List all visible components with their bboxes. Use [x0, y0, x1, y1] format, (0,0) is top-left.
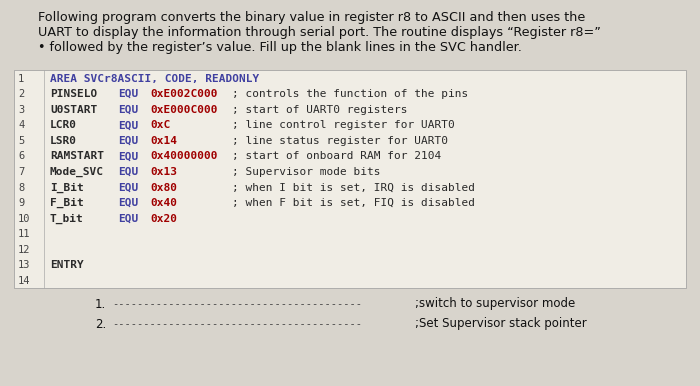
- FancyBboxPatch shape: [14, 70, 686, 288]
- Text: 0x40000000: 0x40000000: [150, 151, 218, 161]
- Text: ; when I bit is set, IRQ is disabled: ; when I bit is set, IRQ is disabled: [232, 183, 475, 193]
- Text: ; start of onboard RAM for 2104: ; start of onboard RAM for 2104: [232, 151, 441, 161]
- Text: 0xE002C000: 0xE002C000: [150, 89, 218, 99]
- Text: EQU: EQU: [118, 105, 139, 115]
- Text: I_Bit: I_Bit: [50, 183, 84, 193]
- Text: 0x13: 0x13: [150, 167, 177, 177]
- Text: 9: 9: [18, 198, 25, 208]
- Text: 10: 10: [18, 214, 31, 224]
- Text: PINSELO: PINSELO: [50, 89, 97, 99]
- Text: 0x14: 0x14: [150, 136, 177, 146]
- Text: 13: 13: [18, 261, 31, 271]
- Text: EQU: EQU: [118, 183, 139, 193]
- Text: ;Set Supervisor stack pointer: ;Set Supervisor stack pointer: [415, 318, 587, 330]
- Text: RAMSTART: RAMSTART: [50, 151, 104, 161]
- Text: EQU: EQU: [118, 214, 139, 224]
- Text: 2.: 2.: [95, 318, 106, 330]
- Text: LCR0: LCR0: [50, 120, 77, 130]
- Text: 11: 11: [18, 229, 31, 239]
- Text: ----------------------------------------: ----------------------------------------: [112, 319, 362, 329]
- Text: 1.: 1.: [95, 298, 106, 310]
- Text: LSR0: LSR0: [50, 136, 77, 146]
- Text: 14: 14: [18, 276, 31, 286]
- Text: 0x20: 0x20: [150, 214, 177, 224]
- Text: 5: 5: [18, 136, 25, 146]
- Text: 8: 8: [18, 183, 25, 193]
- Text: ; when F bit is set, FIQ is disabled: ; when F bit is set, FIQ is disabled: [232, 198, 475, 208]
- Text: 3: 3: [18, 105, 25, 115]
- Text: 0xC: 0xC: [150, 120, 170, 130]
- Text: ENTRY: ENTRY: [50, 261, 84, 271]
- Text: ; start of UART0 registers: ; start of UART0 registers: [232, 105, 407, 115]
- Text: 0x80: 0x80: [150, 183, 177, 193]
- Text: ; Supervisor mode bits: ; Supervisor mode bits: [232, 167, 381, 177]
- Text: T_bit: T_bit: [50, 213, 84, 224]
- Text: Mode_SVC: Mode_SVC: [50, 167, 104, 177]
- Text: 12: 12: [18, 245, 31, 255]
- Text: EQU: EQU: [118, 151, 139, 161]
- Text: ; controls the function of the pins: ; controls the function of the pins: [232, 89, 468, 99]
- Text: ; line control register for UART0: ; line control register for UART0: [232, 120, 455, 130]
- Text: EQU: EQU: [118, 167, 139, 177]
- Text: Following program converts the binary value in register r8 to ASCII and then use: Following program converts the binary va…: [38, 11, 585, 24]
- Text: AREA SVCr8ASCII, CODE, READONLY: AREA SVCr8ASCII, CODE, READONLY: [50, 74, 259, 83]
- Text: 2: 2: [18, 89, 25, 99]
- Text: EQU: EQU: [118, 136, 139, 146]
- Text: 0x40: 0x40: [150, 198, 177, 208]
- Text: U0START: U0START: [50, 105, 97, 115]
- Text: ; line status register for UART0: ; line status register for UART0: [232, 136, 448, 146]
- Text: • followed by the register’s value. Fill up the blank lines in the SVC handler.: • followed by the register’s value. Fill…: [38, 41, 522, 54]
- Text: F_Bit: F_Bit: [50, 198, 84, 208]
- Text: EQU: EQU: [118, 120, 139, 130]
- Text: ----------------------------------------: ----------------------------------------: [112, 299, 362, 309]
- Text: ;switch to supervisor mode: ;switch to supervisor mode: [415, 298, 575, 310]
- Text: EQU: EQU: [118, 89, 139, 99]
- Text: 6: 6: [18, 151, 25, 161]
- Text: 7: 7: [18, 167, 25, 177]
- Text: UART to display the information through serial port. The routine displays “Regis: UART to display the information through …: [38, 26, 601, 39]
- Text: 1: 1: [18, 74, 25, 83]
- Text: EQU: EQU: [118, 198, 139, 208]
- Text: 4: 4: [18, 120, 25, 130]
- Text: 0xE000C000: 0xE000C000: [150, 105, 218, 115]
